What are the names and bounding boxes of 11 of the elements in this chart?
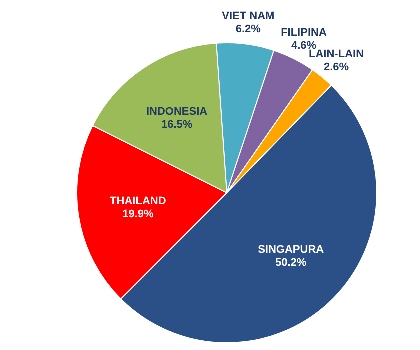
data-label: 2.6% <box>324 61 350 74</box>
slice-label: SINGAPURA <box>258 244 324 256</box>
slice-label: INDONESIA <box>146 106 208 118</box>
slice-label: LAIN-LAIN <box>309 48 364 60</box>
data-label: 19.9% <box>122 208 154 220</box>
slice-label: VIET NAM <box>222 10 275 22</box>
data-label: 50.2% <box>275 257 307 270</box>
data-label: 6.2% <box>236 23 262 36</box>
slice-label: FILIPINA <box>281 27 327 40</box>
data-label: 16.5% <box>161 119 193 132</box>
slice-label: THAILAND <box>110 195 166 208</box>
